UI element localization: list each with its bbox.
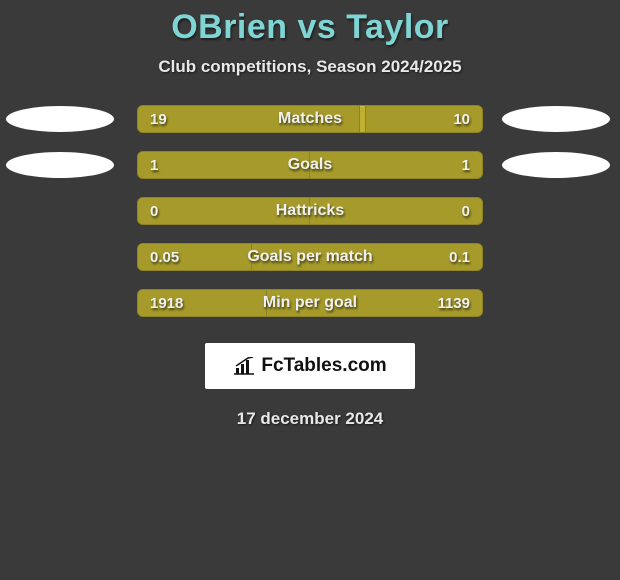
stat-label: Hattricks: [138, 198, 482, 224]
stat-value-right: 1: [462, 151, 470, 179]
stat-row: Matches19 10: [0, 105, 620, 133]
stat-row: Goals per match0.05 0.1: [0, 243, 620, 271]
date-label: 17 december 2024: [0, 409, 620, 429]
stat-value-left: 1: [150, 151, 158, 179]
stat-value-right: 0.1: [449, 243, 470, 271]
stat-value-right: 0: [462, 197, 470, 225]
stat-bar: Goals: [137, 151, 483, 179]
stat-label: Min per goal: [138, 290, 482, 316]
player-avatar-left: [6, 152, 114, 178]
stat-rows: Matches19 10 Goals1 1 Hattricks0 0 Goals per m…: [0, 105, 620, 317]
stat-label: Goals: [138, 152, 482, 178]
logo-inner: FcTables.com: [233, 355, 386, 377]
stat-value-left: 19: [150, 105, 167, 133]
stat-label: Matches: [138, 106, 482, 132]
logo-text: FcTables.com: [261, 355, 386, 377]
stat-value-right: 10: [453, 105, 470, 133]
stat-bar: Goals per match: [137, 243, 483, 271]
stat-bar: Min per goal: [137, 289, 483, 317]
logo-badge: FcTables.com: [205, 343, 414, 389]
player-avatar-left: [6, 106, 114, 132]
stat-value-left: 1918: [150, 289, 183, 317]
player-avatar-right: [502, 152, 610, 178]
stat-row: Min per goal1918 1139: [0, 289, 620, 317]
stat-row: Hattricks0 0: [0, 197, 620, 225]
stat-value-right: 1139: [437, 289, 470, 317]
stat-value-left: 0.05: [150, 243, 179, 271]
comparison-card: OBrien vs Taylor Club competitions, Seas…: [0, 0, 620, 429]
stat-bar: Matches: [137, 105, 483, 133]
page-subtitle: Club competitions, Season 2024/2025: [0, 57, 620, 77]
stat-value-left: 0: [150, 197, 158, 225]
stat-label: Goals per match: [138, 244, 482, 270]
player-avatar-right: [502, 106, 610, 132]
stat-bar: Hattricks: [137, 197, 483, 225]
bar-chart-icon: [233, 357, 255, 375]
stat-row: Goals1 1: [0, 151, 620, 179]
page-title: OBrien vs Taylor: [0, 8, 620, 47]
